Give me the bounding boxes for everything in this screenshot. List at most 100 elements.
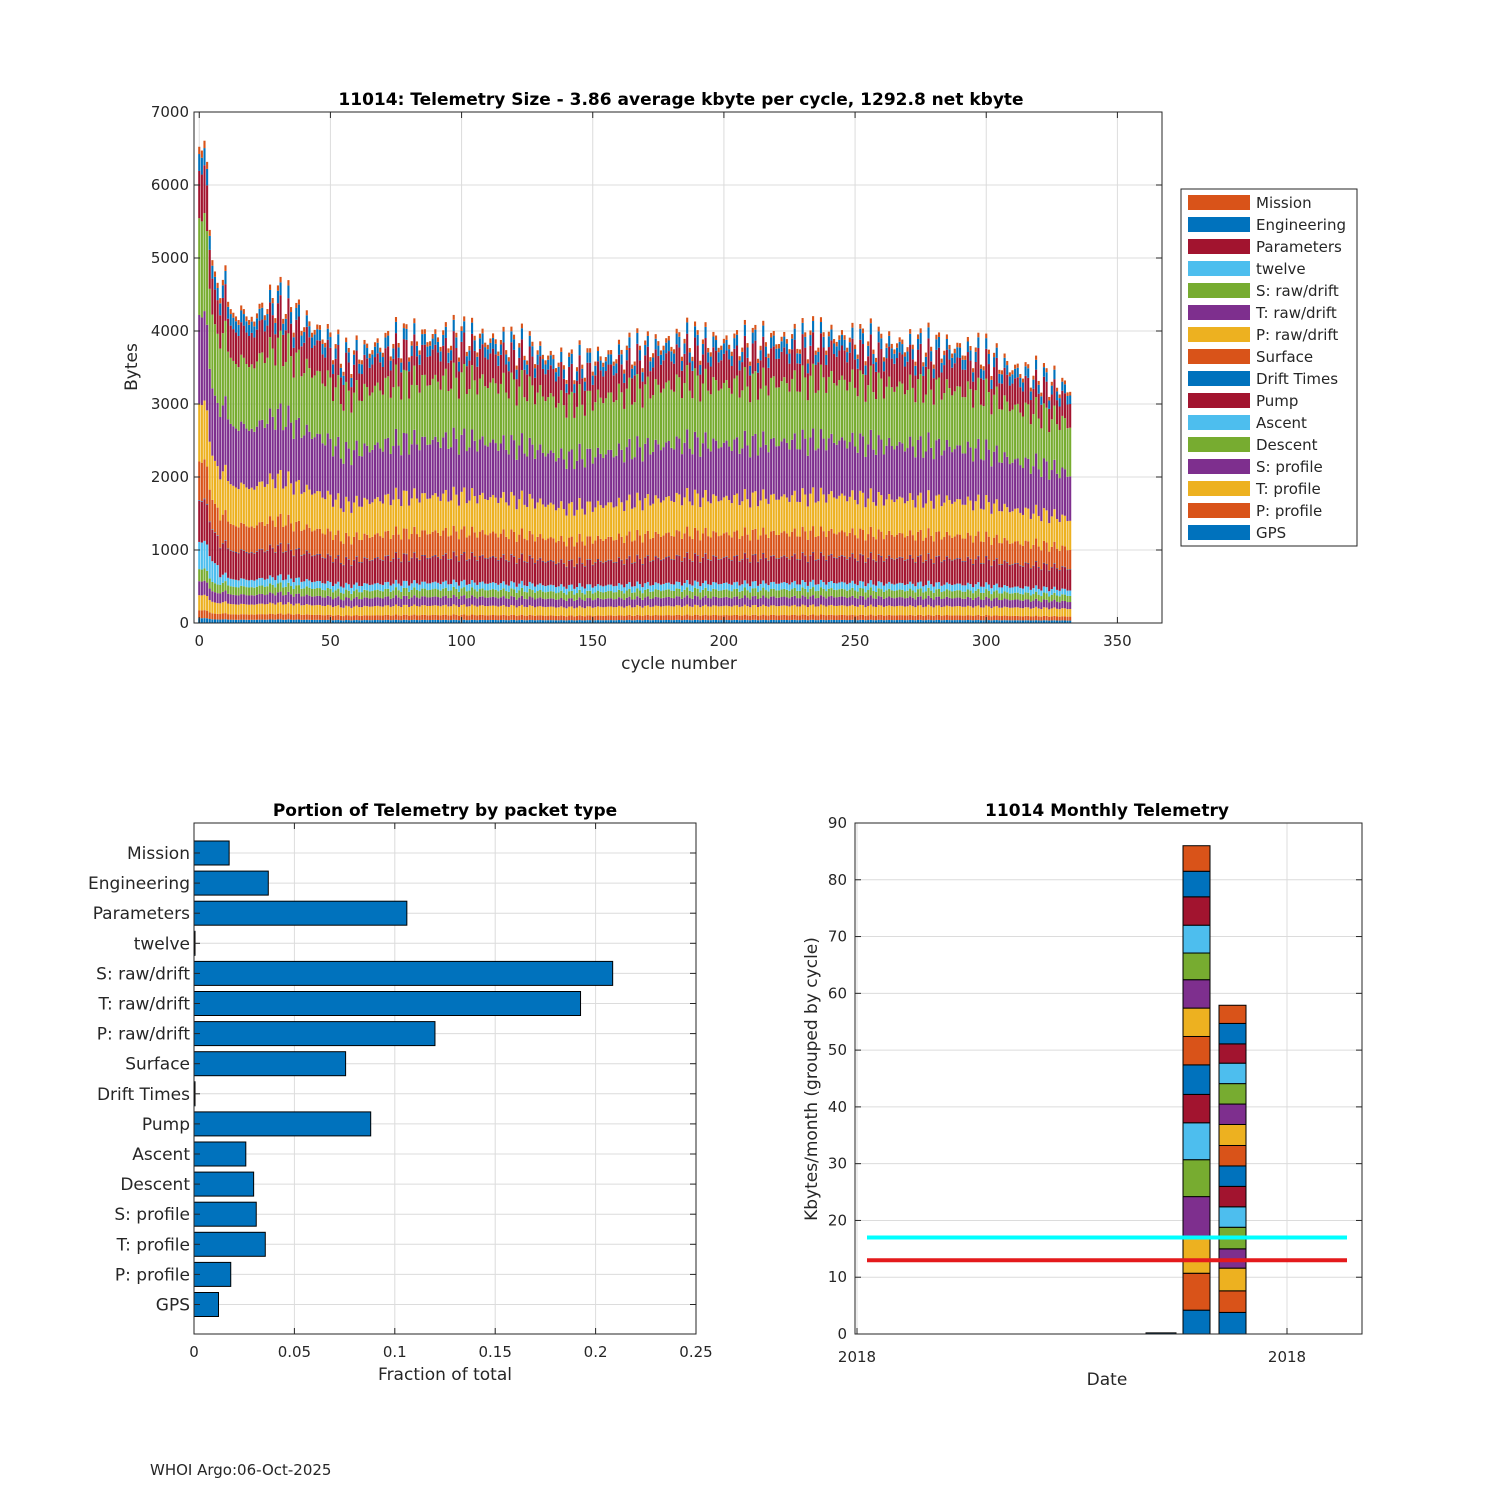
top-bar-segment: [610, 502, 613, 537]
top-bar-segment: [1011, 543, 1014, 565]
top-bar-segment: [331, 506, 335, 541]
top-bar-segment: [326, 528, 329, 554]
top-bar-segment: [972, 461, 975, 511]
top-bar-segment: [492, 605, 495, 615]
top-bar-segment: [738, 615, 741, 621]
top-bar-segment: [840, 375, 844, 438]
top-bar-segment: [927, 432, 930, 491]
top-bar-segment: [331, 364, 335, 375]
top-bar-segment: [533, 607, 537, 616]
top-bar-segment: [284, 361, 287, 428]
top-bar-segment: [733, 619, 736, 623]
top-bar-segment: [507, 357, 510, 362]
top-bar-segment: [833, 557, 836, 558]
top-bar-segment: [274, 595, 277, 605]
top-bar-segment: [1029, 616, 1032, 621]
top-bar-segment: [434, 436, 437, 494]
top-bar-segment: [730, 393, 733, 451]
top-bar-segment: [990, 616, 993, 621]
top-bar-segment: [1021, 600, 1025, 609]
top-bar-segment: [334, 446, 337, 500]
top-bar-segment: [255, 619, 259, 623]
top-bar-segment: [620, 559, 623, 561]
top-bar-segment: [625, 345, 628, 351]
top-bar-segment: [410, 620, 413, 623]
top-bar-segment: [1061, 514, 1064, 546]
top-bar-segment: [714, 589, 718, 597]
top-bar-segment: [880, 615, 883, 620]
top-bar-segment: [297, 316, 300, 350]
top-bar-segment: [507, 620, 510, 623]
top-bar-segment: [568, 560, 571, 585]
top-bar-segment: [998, 373, 1001, 384]
top-bar-segment: [518, 620, 521, 623]
top-bar-segment: [387, 530, 390, 556]
top-bar-segment: [510, 529, 513, 555]
top-bar-segment: [785, 557, 788, 584]
top-bar-segment: [993, 394, 996, 452]
top-bar-segment: [426, 615, 429, 621]
top-bar-segment: [701, 533, 704, 558]
top-bar-segment: [696, 605, 699, 615]
top-bar-segment: [502, 614, 505, 620]
top-bar-segment: [877, 619, 880, 623]
top-bar-segment: [394, 526, 398, 553]
top-bar-segment: [662, 500, 665, 536]
top-bar-segment: [198, 569, 201, 582]
top-bar-segment: [701, 339, 704, 344]
top-bar-segment: [872, 449, 875, 503]
top-bar-segment: [749, 615, 752, 621]
top-bar-segment: [709, 615, 712, 621]
top-bar-segment: [1016, 607, 1019, 616]
top-bar-segment: [772, 614, 775, 620]
top-bar-segment: [759, 583, 762, 591]
top-bar-segment: [772, 555, 775, 556]
top-bar-segment: [961, 538, 964, 562]
top-bar-segment: [895, 558, 899, 584]
top-bar-segment: [998, 383, 1001, 410]
top-bar-segment: [1032, 414, 1035, 467]
top-bar-segment: [360, 607, 363, 616]
top-bar-segment: [1000, 564, 1004, 588]
top-bar-segment: [342, 410, 345, 464]
top-bar-segment: [216, 613, 219, 620]
top-bar-segment: [578, 605, 581, 616]
top-bar-segment: [788, 559, 791, 561]
top-bar-segment: [694, 587, 697, 596]
top-bar-segment: [1035, 561, 1038, 562]
top-bar-segment: [499, 605, 502, 616]
top-bar-segment: [552, 354, 555, 360]
top-bar-segment: [415, 356, 419, 386]
top-bar-segment: [305, 550, 308, 579]
top-bar-segment: [819, 317, 823, 323]
top-bar-segment: [481, 581, 484, 589]
top-bar-segment: [654, 596, 657, 606]
top-bar-segment: [1019, 620, 1022, 623]
top-bar-segment: [817, 620, 820, 623]
top-bar-segment: [208, 619, 211, 623]
top-bar-segment: [476, 620, 479, 623]
top-bar-segment: [694, 553, 697, 554]
top-bar-segment: [497, 584, 500, 592]
top-bar-segment: [321, 620, 324, 623]
top-bar-segment: [221, 591, 224, 603]
top-bar-segment: [494, 339, 497, 344]
top-bar-segment: [696, 334, 699, 346]
top-bar-segment: [725, 596, 728, 606]
top-bar-segment: [657, 583, 660, 590]
top-bar-segment: [948, 597, 951, 607]
top-bar-segment: [473, 335, 476, 341]
top-bar-segment: [536, 598, 539, 607]
top-bar-segment: [284, 525, 287, 552]
top-bar-segment: [450, 620, 453, 623]
top-bar-segment: [1008, 385, 1011, 412]
top-bar-segment: [581, 459, 584, 509]
top-bar-segment: [520, 490, 523, 529]
top-bar-segment: [520, 604, 523, 615]
top-bar-segment: [628, 555, 631, 557]
top-bar-segment: [295, 619, 298, 623]
top-bar-segment: [977, 589, 980, 597]
top-bar-segment: [670, 590, 673, 598]
top-bar-segment: [426, 534, 429, 558]
top-bar-segment: [893, 606, 896, 616]
